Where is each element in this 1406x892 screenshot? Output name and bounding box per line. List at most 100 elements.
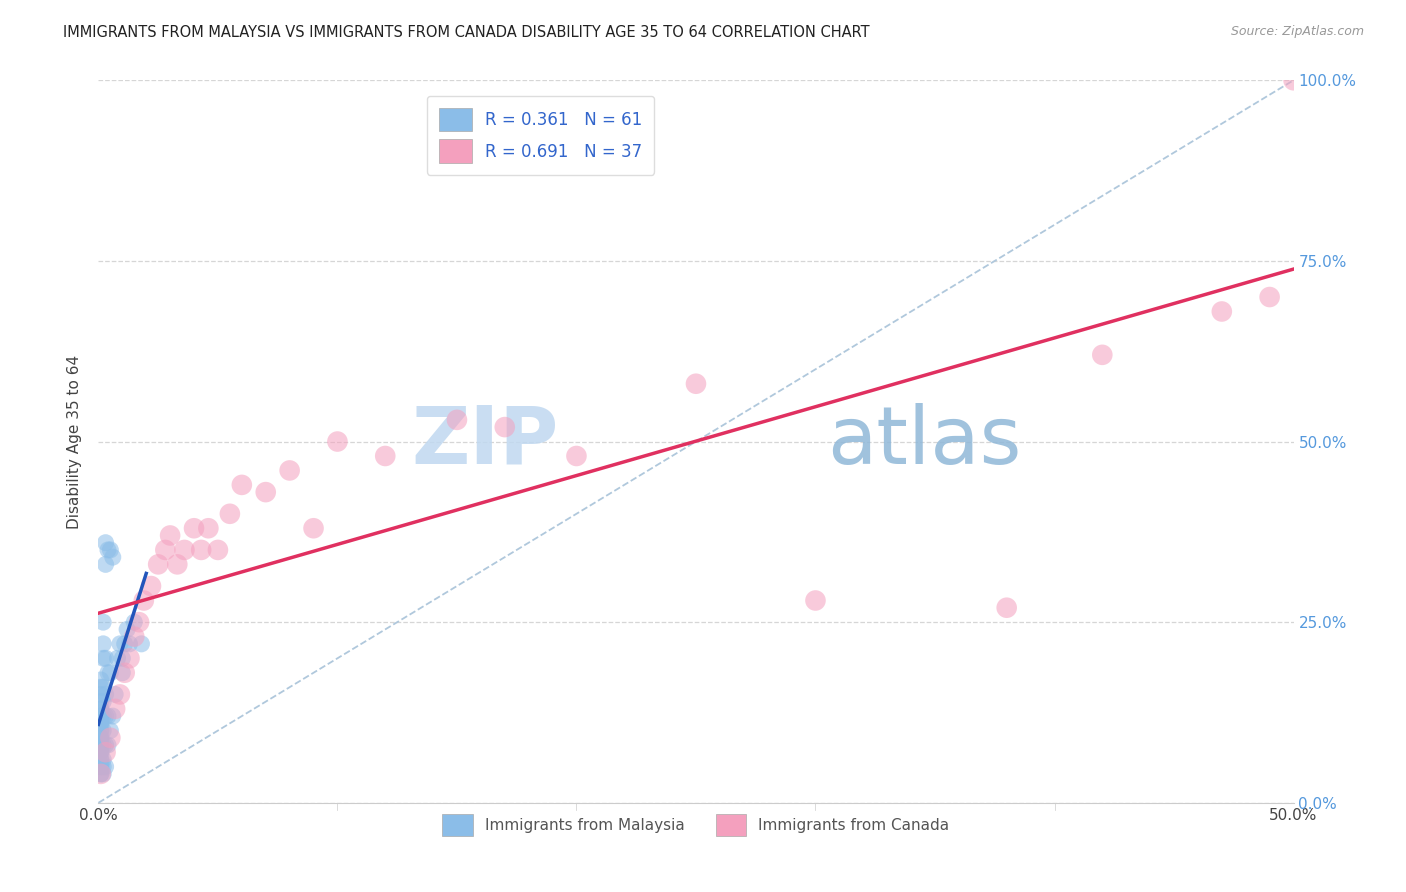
Point xyxy=(90,738,112,752)
Point xyxy=(91,760,114,774)
Point xyxy=(104,687,127,701)
Point xyxy=(91,637,114,651)
Point xyxy=(91,615,114,630)
Point xyxy=(124,615,146,630)
Point xyxy=(118,651,141,665)
Point xyxy=(91,695,114,709)
Point xyxy=(98,731,122,745)
Point xyxy=(115,623,138,637)
Point xyxy=(90,702,112,716)
Point xyxy=(148,558,170,572)
Point xyxy=(94,738,117,752)
Point xyxy=(90,687,112,701)
Point xyxy=(94,745,117,759)
Point xyxy=(91,709,114,723)
Point xyxy=(90,723,112,738)
Point xyxy=(101,709,124,723)
Point xyxy=(139,579,162,593)
Point xyxy=(104,702,127,716)
Point xyxy=(128,615,150,630)
Point xyxy=(90,731,112,745)
Point xyxy=(197,521,219,535)
Point xyxy=(494,420,516,434)
Point xyxy=(90,709,112,723)
Point xyxy=(91,767,114,781)
Point xyxy=(90,752,112,766)
Point xyxy=(90,752,112,766)
Point xyxy=(254,485,277,500)
Point xyxy=(190,542,212,557)
Point xyxy=(90,716,112,731)
Point xyxy=(446,413,468,427)
Point xyxy=(173,542,195,557)
Point xyxy=(98,665,122,680)
Point xyxy=(90,716,112,731)
Legend: Immigrants from Malaysia, Immigrants from Canada: Immigrants from Malaysia, Immigrants fro… xyxy=(436,808,956,842)
Point xyxy=(90,760,112,774)
Point xyxy=(565,449,588,463)
Point xyxy=(97,542,120,557)
Text: IMMIGRANTS FROM MALAYSIA VS IMMIGRANTS FROM CANADA DISABILITY AGE 35 TO 64 CORRE: IMMIGRANTS FROM MALAYSIA VS IMMIGRANTS F… xyxy=(63,25,870,40)
Point xyxy=(90,709,112,723)
Point xyxy=(90,767,112,781)
Point xyxy=(91,752,114,766)
Point xyxy=(132,593,155,607)
Text: Source: ZipAtlas.com: Source: ZipAtlas.com xyxy=(1230,25,1364,38)
Point xyxy=(114,665,136,680)
Point xyxy=(131,637,153,651)
Point xyxy=(90,680,112,694)
Point xyxy=(90,731,112,745)
Point xyxy=(183,521,205,535)
Point xyxy=(111,665,134,680)
Point xyxy=(98,723,122,738)
Text: atlas: atlas xyxy=(827,402,1022,481)
Point xyxy=(995,600,1018,615)
Point xyxy=(94,709,117,723)
Point xyxy=(108,687,131,701)
Point xyxy=(101,550,124,565)
Point xyxy=(94,687,117,701)
Text: ZIP: ZIP xyxy=(412,402,558,481)
Point xyxy=(91,723,114,738)
Point xyxy=(124,630,146,644)
Point xyxy=(1211,304,1233,318)
Point xyxy=(1258,290,1281,304)
Point xyxy=(90,738,112,752)
Point xyxy=(97,665,120,680)
Point xyxy=(207,542,229,557)
Point xyxy=(685,376,707,391)
Point xyxy=(1091,348,1114,362)
Point xyxy=(91,738,114,752)
Point xyxy=(108,637,131,651)
Point xyxy=(219,507,242,521)
Point xyxy=(90,767,112,781)
Point xyxy=(90,702,112,716)
Y-axis label: Disability Age 35 to 64: Disability Age 35 to 64 xyxy=(66,354,82,529)
Point xyxy=(90,745,112,759)
Point xyxy=(118,637,141,651)
Point xyxy=(94,535,117,549)
Point xyxy=(278,463,301,477)
Point xyxy=(90,723,112,738)
Point xyxy=(90,760,112,774)
Point xyxy=(90,767,112,781)
Point xyxy=(98,542,122,557)
Point xyxy=(155,542,177,557)
Point xyxy=(166,558,188,572)
Point xyxy=(107,651,129,665)
Point xyxy=(804,593,827,607)
Point xyxy=(97,738,120,752)
Point xyxy=(111,651,134,665)
Point xyxy=(302,521,325,535)
Point xyxy=(94,558,117,572)
Point xyxy=(91,651,114,665)
Point xyxy=(90,673,112,687)
Point xyxy=(326,434,349,449)
Point xyxy=(91,680,114,694)
Point xyxy=(231,478,253,492)
Point xyxy=(90,745,112,759)
Point xyxy=(1282,73,1305,87)
Point xyxy=(90,695,112,709)
Point xyxy=(159,528,181,542)
Point xyxy=(94,651,117,665)
